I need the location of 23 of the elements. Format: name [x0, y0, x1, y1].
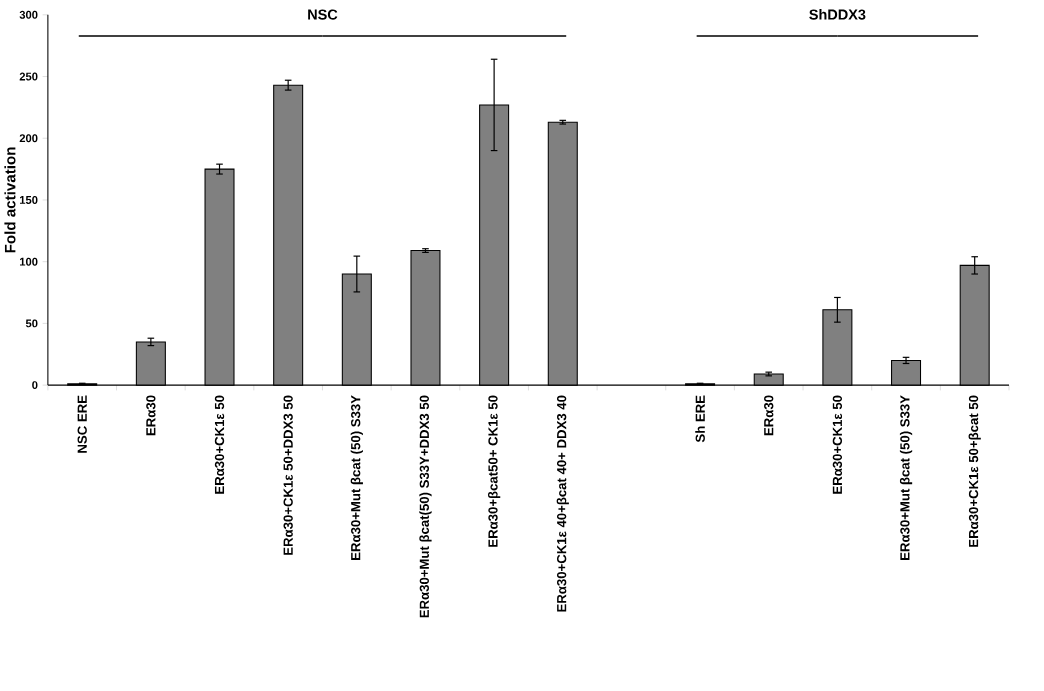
y-tick-label: 150	[20, 195, 38, 204]
x-tick-label: Sh ERE	[695, 395, 705, 443]
x-tick-label: ERα30+CK1ε 50+βcat 50	[968, 395, 981, 547]
y-tick-label: 50	[25, 319, 38, 328]
x-tick-label: ERα30+Mut βcat (50) S33Y	[350, 395, 363, 560]
x-tick-label: ERα30	[146, 395, 156, 436]
x-tick-label: ERα30+Mut βcat(50) S33Y+DDX3 50	[419, 395, 432, 618]
x-tick-label: ERα30+βcat50+ CK1ε 50	[487, 395, 501, 547]
annotation: NSC	[308, 9, 338, 20]
y-axis-title: Fold activation	[4, 147, 16, 253]
x-tick-label: ERα30+CK1ε 40+βcat 40+ DDX3 40	[556, 395, 569, 612]
x-tick-label: NSC ERE	[77, 395, 87, 453]
y-tick-label: 100	[20, 257, 38, 266]
annotation: ShDDX3	[809, 8, 866, 20]
x-tick-label: ERα30+CK1ε 50+DDX3 50	[283, 395, 293, 555]
x-tick-label: ERα30	[764, 395, 774, 436]
y-tick-label: 250	[19, 72, 38, 81]
x-tick-label: ERα30+CK1ε 50	[832, 395, 843, 494]
x-tick-label: ERα30+Mut βcat (50) S33Y	[899, 395, 913, 560]
y-tick-label: 0	[32, 381, 38, 389]
x-tick-label: ERα30+CK1ε 50	[214, 395, 225, 494]
y-tick-label: 300	[19, 10, 38, 19]
y-tick-label: 200	[19, 134, 38, 143]
